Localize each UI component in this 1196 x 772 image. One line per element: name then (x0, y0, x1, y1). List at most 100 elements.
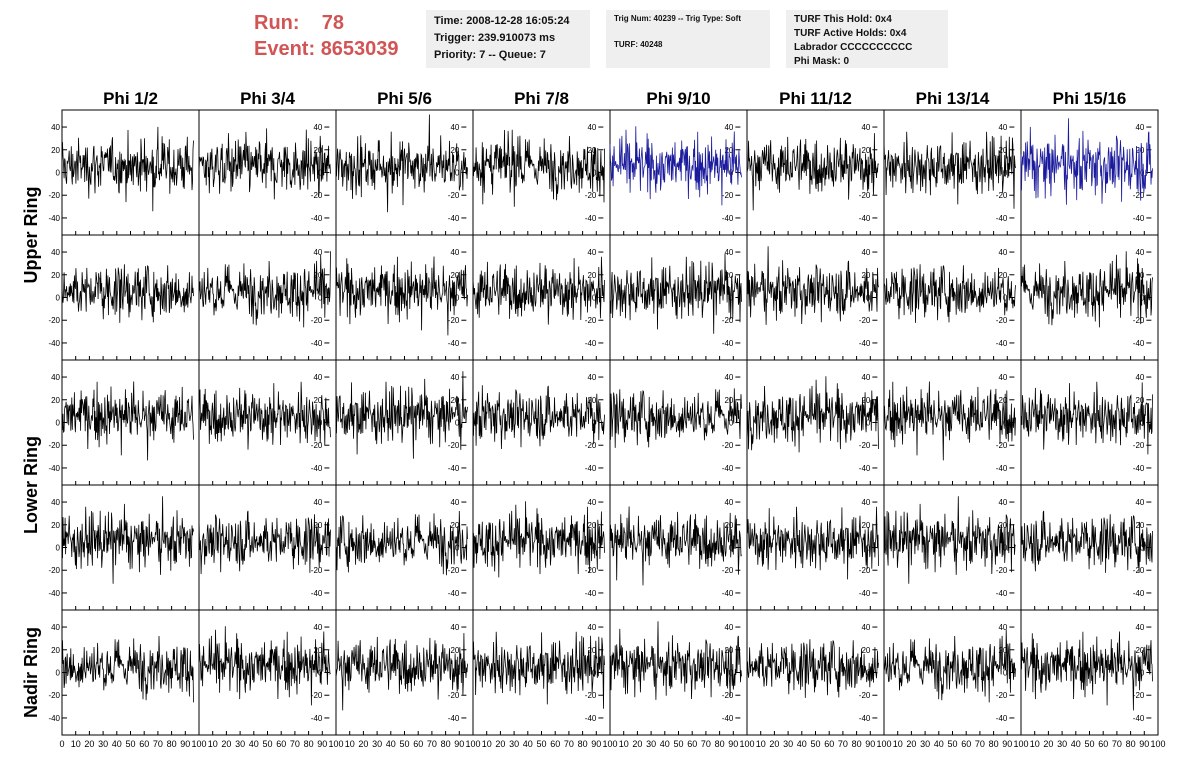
y-tick-label: -20 (311, 691, 323, 700)
x-tick-label: 60 (413, 739, 423, 749)
y-tick-label: 0 (56, 419, 61, 428)
y-tick-label: -40 (311, 214, 323, 223)
y-tick-label: -20 (859, 691, 871, 700)
x-tick-label: 0 (59, 739, 64, 749)
turf-this-hold-text: TURF This Hold: 0x4 (794, 14, 892, 25)
x-tick-label: 90 (1139, 739, 1149, 749)
waveform-trace (472, 385, 605, 450)
row-label: Nadir Ring (21, 627, 41, 718)
x-tick-label: 20 (906, 739, 916, 749)
x-tick-label: 20 (495, 739, 505, 749)
y-tick-label: 0 (318, 544, 323, 553)
y-tick-label: 20 (861, 396, 870, 405)
y-tick-label: 0 (56, 669, 61, 678)
x-tick-label: 90 (728, 739, 738, 749)
y-tick-label: -40 (585, 714, 597, 723)
x-tick-label: 80 (304, 739, 314, 749)
x-tick-label: 20 (1043, 739, 1053, 749)
y-tick-label: -40 (48, 464, 60, 473)
y-tick-label: -40 (996, 339, 1008, 348)
x-tick-label: 80 (715, 739, 725, 749)
y-tick-label: 0 (318, 294, 323, 303)
column-header: Phi 3/4 (240, 89, 295, 108)
y-tick-label: -20 (448, 441, 460, 450)
run-line: Run: 78 (254, 10, 424, 36)
y-tick-label: 20 (1135, 271, 1144, 280)
x-tick-label: 50 (947, 739, 957, 749)
y-tick-label: 40 (51, 623, 60, 632)
y-tick-label: -40 (448, 464, 460, 473)
x-tick-label: 30 (920, 739, 930, 749)
y-tick-label: 20 (861, 146, 870, 155)
y-tick-label: 0 (592, 294, 597, 303)
y-tick-label: -40 (722, 464, 734, 473)
waveform-trace (746, 506, 879, 580)
x-tick-label: 10 (482, 739, 492, 749)
y-tick-label: 20 (998, 646, 1007, 655)
waveform-trace (472, 129, 605, 207)
column-header: Phi 1/2 (103, 89, 158, 108)
y-tick-label: -20 (859, 191, 871, 200)
y-tick-label: 20 (1135, 646, 1144, 655)
y-tick-label: 20 (587, 271, 596, 280)
y-tick-label: 20 (51, 146, 60, 155)
y-tick-label: 40 (450, 373, 459, 382)
y-tick-label: 20 (1135, 146, 1144, 155)
x-tick-label: 90 (180, 739, 190, 749)
y-tick-label: 40 (1135, 623, 1144, 632)
y-tick-label: 0 (455, 294, 460, 303)
x-tick-label: 20 (632, 739, 642, 749)
y-tick-label: -40 (1133, 339, 1145, 348)
x-tick-label: 10 (619, 739, 629, 749)
waveform-trace (335, 633, 468, 711)
waveform-trace (883, 629, 1016, 703)
y-tick-label: 40 (998, 248, 1007, 257)
waveform-trace (198, 381, 331, 450)
turf-box: TURF This Hold: 0x4 TURF Active Holds: 0… (786, 10, 948, 68)
waveform-trace (883, 496, 1016, 584)
waveform-trace (609, 253, 742, 334)
waveform-trace (335, 510, 468, 576)
waveform-trace (335, 114, 468, 213)
x-tick-label: 60 (961, 739, 971, 749)
x-tick-label: 90 (1002, 739, 1012, 749)
y-tick-label: -40 (722, 214, 734, 223)
y-tick-label: 20 (51, 646, 60, 655)
x-tick-label: 50 (399, 739, 409, 749)
x-tick-label: 70 (975, 739, 985, 749)
y-tick-label: 20 (51, 271, 60, 280)
y-tick-label: 20 (724, 396, 733, 405)
y-tick-label: 20 (724, 646, 733, 655)
waveform-trace (472, 256, 605, 325)
x-tick-label: 50 (810, 739, 820, 749)
y-tick-label: 40 (587, 623, 596, 632)
y-tick-label: -20 (48, 191, 60, 200)
x-tick-label: 50 (673, 739, 683, 749)
y-tick-label: 20 (724, 521, 733, 530)
y-tick-label: 40 (587, 248, 596, 257)
y-tick-label: -40 (48, 589, 60, 598)
waveform-trace (883, 264, 1016, 323)
x-tick-label: 60 (276, 739, 286, 749)
x-tick-label: 100 (465, 739, 480, 749)
y-tick-label: -40 (722, 714, 734, 723)
x-tick-label: 80 (1126, 739, 1136, 749)
waveform-trace (609, 621, 742, 700)
y-tick-label: -20 (311, 191, 323, 200)
y-tick-label: 20 (724, 271, 733, 280)
y-tick-label: 20 (861, 646, 870, 655)
y-tick-label: 40 (998, 498, 1007, 507)
x-tick-label: 20 (84, 739, 94, 749)
y-tick-label: 40 (1135, 373, 1144, 382)
y-tick-label: 0 (1140, 544, 1145, 553)
x-tick-label: 20 (221, 739, 231, 749)
